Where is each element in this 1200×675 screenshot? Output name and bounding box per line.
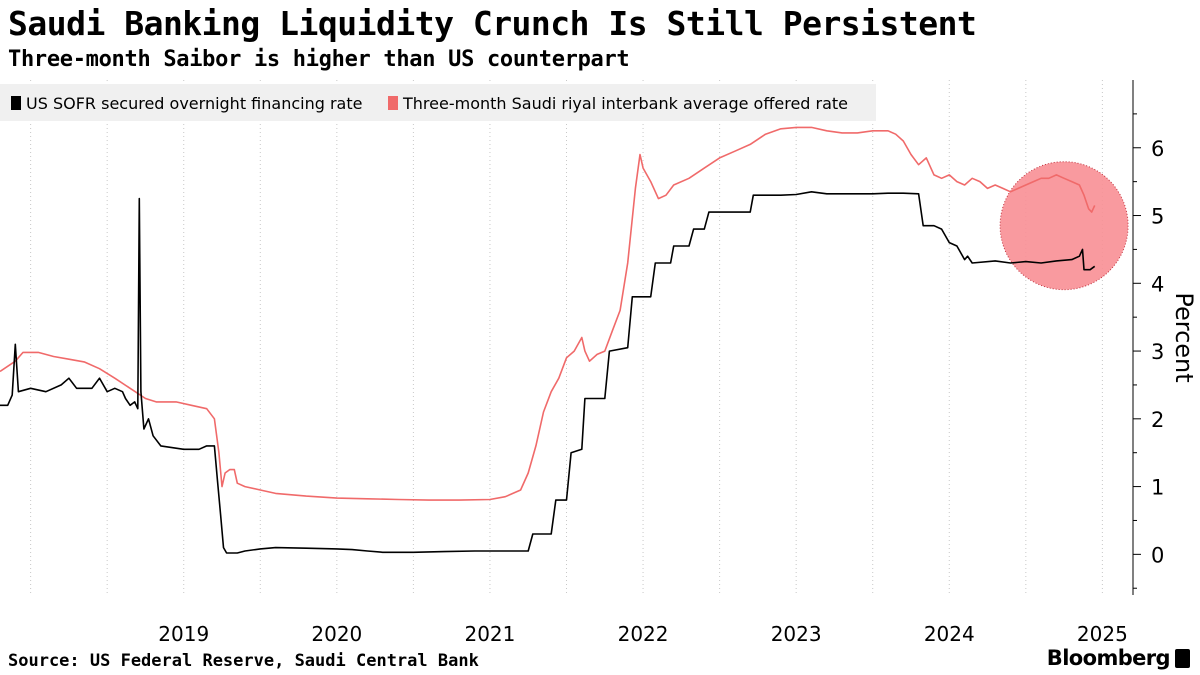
x-tick-label: 2023 — [771, 622, 822, 646]
series-line-saibor — [0, 126, 1096, 501]
grid — [30, 80, 1103, 595]
highlight-layer — [999, 161, 1129, 291]
legend: US SOFR secured overnight financing rate… — [0, 84, 876, 121]
x-tick-label: 2024 — [924, 622, 975, 646]
chart-title: Saudi Banking Liquidity Crunch Is Still … — [8, 4, 977, 43]
brand-name: Bloomberg — [1046, 646, 1171, 670]
legend-swatch-sofr — [11, 96, 21, 110]
source-note: Source: US Federal Reserve, Saudi Centra… — [8, 651, 479, 671]
y-tick-label: 0 — [1151, 543, 1164, 567]
highlight-circle — [999, 161, 1129, 291]
x-tick-label: 2021 — [464, 622, 515, 646]
legend-swatch-saibor — [388, 96, 398, 110]
legend-label-sofr: US SOFR secured overnight financing rate — [26, 94, 362, 113]
y-tick-label: 5 — [1151, 205, 1164, 229]
axis-layer: 0 1 2 3 4 5 6 Percent 2019 2020 2021 2022 2023 2024 20… — [158, 80, 1198, 646]
legend-box — [0, 84, 876, 121]
bloomberg-mark-icon — [1175, 648, 1190, 668]
brand-logo: Bloomberg — [1047, 646, 1190, 670]
y-tick-label: 2 — [1151, 408, 1164, 432]
y-axis-label: Percent — [1170, 292, 1198, 382]
x-tick-label: 2020 — [311, 622, 362, 646]
y-tick-label: 4 — [1151, 272, 1164, 296]
x-tick-label: 2025 — [1077, 622, 1128, 646]
y-tick-label: 1 — [1151, 476, 1164, 500]
series-layer — [0, 126, 1096, 554]
x-tick-label: 2019 — [158, 622, 209, 646]
legend-label-saibor: Three-month Saudi riyal interbank averag… — [402, 94, 848, 113]
y-tick-label: 3 — [1151, 340, 1164, 364]
x-tick-label: 2022 — [618, 622, 669, 646]
chart-subtitle: Three-month Saibor is higher than US cou… — [8, 47, 630, 72]
series-line-sofr — [0, 191, 1096, 554]
y-tick-label: 6 — [1151, 137, 1164, 161]
